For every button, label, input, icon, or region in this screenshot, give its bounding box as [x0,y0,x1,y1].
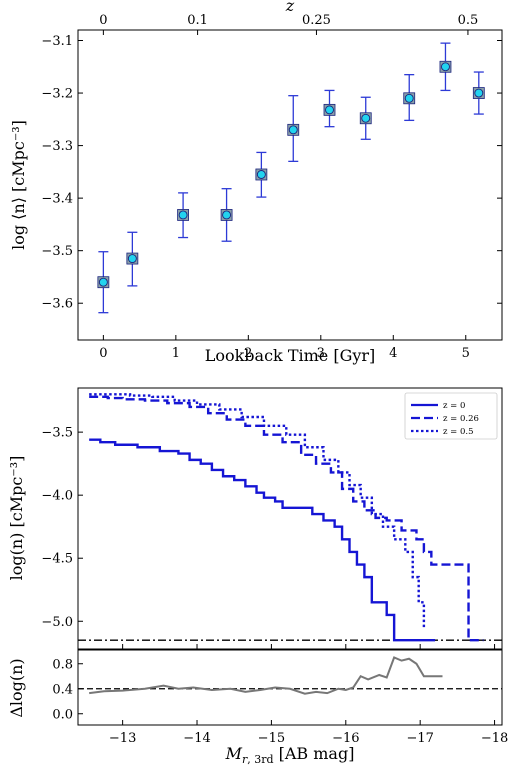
panel1-top-axis-label: z [285,0,295,15]
x-tick-label-1: −14 [183,731,210,746]
data-point-0 [98,277,108,287]
x-tick-label-2: −15 [258,731,285,746]
top-tick-label-3: 0.5 [458,13,479,28]
panel3-x-axis-label: Mr, 3rd [AB mag] [225,744,355,766]
panel1-data-marks [97,42,485,314]
y-tick-label-5: −3.1 [41,34,73,49]
panel-delta-density: 0.0 0.4 0.8 −13 −14 −15 −16 −17 −18 Mr, 3rd [AB… [7,649,508,766]
panel2-y-axis-label: log(n) [cMpc⁻³] [7,456,26,581]
data-point-4 [256,170,266,179]
panel2-x-ticks [122,644,496,649]
x-tick-label-0: 0 [99,346,107,361]
top-tick-label-0: 0 [99,13,107,28]
panel1-top-z-ticks: 0 0.1 0.25 0.5 [99,13,478,35]
panel3-x-ticks: −13 −14 −15 −16 −17 −18 [109,720,508,746]
x-tick-label-0: −13 [109,731,136,746]
series-line-1 [89,395,484,642]
panel-number-density-vs-lookback: 0 1 2 3 4 5 −3.6 −3.5 −3.4 −3.3 −3.2 −3.1 0 0.1 0.25… [9,0,503,365]
x-tick-label-3: −16 [332,731,359,746]
data-point-2 [178,210,188,220]
y-tick-label-2: −3.4 [41,192,73,207]
data-point-9 [441,62,450,72]
panel1-x-axis-label: Lookback Time [Gyr] [205,346,376,365]
legend-label-1: z = 0.26 [443,414,479,424]
series-line-0 [89,438,436,642]
series-line-2 [89,393,426,628]
panel-cumulative-density: −5.0 −4.5 −4.0 −3.5 z = 0 z = 0.26 z = 0.5 lo… [7,387,503,650]
x-tick-label-5: 5 [462,346,470,361]
legend-label-2: z = 0.5 [443,427,474,437]
y-tick-label-0: −5.0 [41,615,73,630]
y-tick-label-1: −3.5 [41,244,73,259]
y-tick-label-0: −3.6 [41,297,73,312]
y-tick-label-3: −3.3 [41,139,73,154]
panel1-frame [77,29,503,341]
panel1-y-axis-label: log ⟨n⟩ [cMpc⁻³] [9,120,28,250]
panel2-data-lines [78,393,502,642]
data-point-1 [127,254,137,264]
panel1-y-ticks: −3.6 −3.5 −3.4 −3.3 −3.2 −3.1 [41,34,502,312]
delta-line-0 [89,656,443,695]
y-tick-label-0: 0.0 [52,707,73,722]
panel2-legend: z = 0 z = 0.26 z = 0.5 [404,392,498,440]
data-point-8 [404,93,414,103]
panel3-frame [77,649,503,726]
panel1-x-ticks: 0 1 2 3 4 5 [99,335,470,361]
x-tick-label-5: −18 [481,731,508,746]
x-tick-label-4: −17 [406,731,433,746]
x-tick-label-2: 2 [244,346,252,361]
panel3-y-ticks: 0.0 0.4 0.8 [52,657,83,722]
y-tick-label-2: −4.0 [41,489,73,504]
data-point-6 [325,105,334,115]
x-tick-label-4: 4 [389,346,397,361]
top-tick-label-2: 0.25 [302,13,331,28]
data-point-10 [474,88,484,98]
y-tick-label-1: −4.5 [41,552,73,567]
legend-label-0: z = 0 [443,401,465,411]
y-tick-label-3: −3.5 [41,426,73,441]
y-tick-label-1: 0.4 [52,682,73,697]
y-tick-label-4: −3.2 [41,87,73,102]
data-point-3 [222,210,232,220]
panel2-frame [77,387,503,650]
x-tick-label-1: 1 [172,346,180,361]
panel3-y-axis-label: Δlog(n) [7,658,26,717]
top-tick-label-1: 0.1 [187,13,208,28]
x-tick-label-3: 3 [317,346,325,361]
data-point-7 [361,113,371,123]
data-point-5 [288,125,298,135]
panel2-y-ticks: −5.0 −4.5 −4.0 −3.5 [41,426,83,630]
y-tick-label-2: 0.8 [52,657,73,672]
panel3-data-lines [78,656,502,695]
